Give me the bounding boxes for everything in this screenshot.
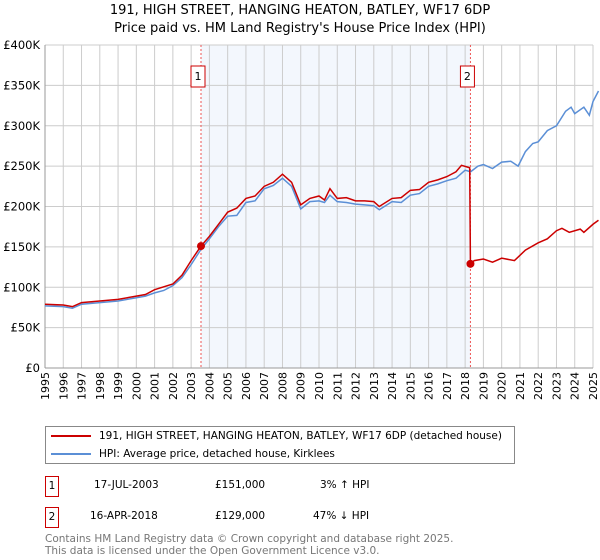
y-tick-label: £200K bbox=[3, 200, 40, 214]
x-tick-label: 2008 bbox=[276, 372, 289, 400]
x-tick-label: 1995 bbox=[39, 372, 52, 400]
x-tick-label: 2007 bbox=[258, 372, 271, 400]
x-tick-label: 2023 bbox=[550, 372, 563, 400]
x-tick-label: 2002 bbox=[167, 372, 180, 400]
y-tick-label: £150K bbox=[3, 240, 40, 254]
x-tick-label: 2000 bbox=[130, 372, 143, 400]
x-tick-label: 2003 bbox=[185, 372, 198, 400]
sale-badge-label: 1 bbox=[194, 70, 201, 83]
x-tick-label: 2011 bbox=[331, 372, 344, 400]
x-tick-label: 2006 bbox=[240, 372, 253, 400]
x-tick-label: 2020 bbox=[496, 372, 509, 400]
y-tick-label: £300K bbox=[3, 119, 40, 133]
legend-item-hpi: HPI: Average price, detached house, Kirk… bbox=[46, 445, 335, 463]
x-tick-label: 2015 bbox=[404, 372, 417, 400]
x-tick-label: 1996 bbox=[57, 372, 70, 400]
sale-point bbox=[196, 242, 205, 251]
x-tick-label: 2013 bbox=[368, 372, 381, 400]
sale-point bbox=[466, 259, 475, 268]
y-tick-label: £100K bbox=[3, 280, 40, 294]
transaction-date: 16-APR-2018 bbox=[90, 510, 158, 522]
x-tick-label: 1997 bbox=[76, 372, 89, 400]
property-price-line bbox=[44, 164, 599, 308]
legend-swatch-red bbox=[51, 435, 91, 437]
sale-badge-label: 2 bbox=[464, 70, 471, 83]
chart-title: 191, HIGH STREET, HANGING HEATON, BATLEY… bbox=[109, 3, 491, 18]
price-chart: £0 £50K £100K £150K £200K £250K £300K £350K £400… bbox=[3, 38, 600, 400]
y-tick-label: £350K bbox=[3, 78, 40, 92]
transaction-badge: 2 bbox=[45, 507, 59, 528]
transaction-badge: 1 bbox=[45, 476, 59, 497]
footer: Contains HM Land Registry data © Crown c… bbox=[45, 533, 453, 557]
transaction-date: 17-JUL-2003 bbox=[94, 479, 159, 491]
hpi-line bbox=[44, 90, 600, 310]
y-tick-label: £400K bbox=[3, 38, 40, 52]
y-tick-label: £250K bbox=[3, 159, 40, 173]
x-tick-label: 1998 bbox=[94, 372, 107, 400]
x-tick-label: 2014 bbox=[386, 372, 399, 400]
transaction-row: 2 16-APR-2018 £129,000 47% ↓ HPI bbox=[45, 507, 545, 528]
y-tick-label: £50K bbox=[11, 321, 41, 335]
x-tick-label: 2024 bbox=[569, 372, 582, 400]
legend-swatch-blue bbox=[51, 453, 91, 455]
x-tick-label: 2018 bbox=[459, 372, 472, 400]
x-tick-label: 2012 bbox=[350, 372, 363, 400]
sale-badge bbox=[190, 65, 206, 88]
x-tick-label: 2022 bbox=[532, 372, 545, 400]
x-tick-label: 1999 bbox=[112, 372, 125, 400]
x-tick-label: 2005 bbox=[222, 372, 235, 400]
legend: 191, HIGH STREET, HANGING HEATON, BATLEY… bbox=[45, 426, 515, 464]
footer-copyright: Contains HM Land Registry data © Crown c… bbox=[45, 533, 454, 545]
footer-licence: This data is licensed under the Open Gov… bbox=[45, 545, 380, 557]
x-tick-label: 2017 bbox=[441, 372, 454, 400]
chart-subtitle: Price paid vs. HM Land Registry's House … bbox=[114, 21, 486, 36]
x-tick-label: 2004 bbox=[203, 372, 216, 400]
x-tick-label: 2001 bbox=[149, 372, 162, 400]
x-tick-label: 2010 bbox=[313, 372, 326, 400]
transaction-hpi: 47% ↓ HPI bbox=[313, 510, 370, 522]
transaction-row: 1 17-JUL-2003 £151,000 3% ↑ HPI bbox=[45, 476, 545, 497]
legend-label: 191, HIGH STREET, HANGING HEATON, BATLEY… bbox=[99, 430, 502, 442]
legend-item-property: 191, HIGH STREET, HANGING HEATON, BATLEY… bbox=[46, 427, 502, 445]
transaction-price: £151,000 bbox=[215, 479, 266, 491]
x-tick-label: 2021 bbox=[514, 372, 527, 400]
transaction-hpi: 3% ↑ HPI bbox=[320, 479, 370, 491]
x-tick-label: 2025 bbox=[587, 372, 600, 400]
y-tick-label: £0 bbox=[25, 361, 40, 375]
x-tick-label: 2016 bbox=[423, 372, 436, 400]
x-tick-label: 2009 bbox=[295, 372, 308, 400]
sale-badge bbox=[459, 65, 475, 88]
x-tick-label: 2019 bbox=[477, 372, 490, 400]
transaction-price: £129,000 bbox=[215, 510, 266, 522]
legend-label: HPI: Average price, detached house, Kirk… bbox=[99, 448, 335, 460]
